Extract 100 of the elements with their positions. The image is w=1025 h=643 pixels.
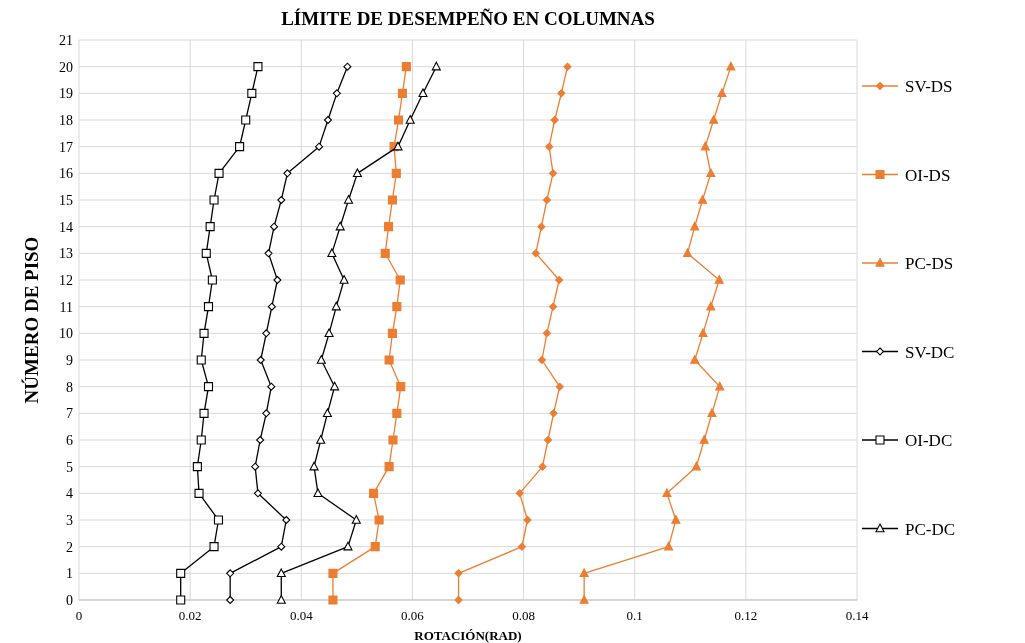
point: [214, 168, 224, 178]
chart-title: LÍMITE DE DESEMPEÑO EN COLUMNAS: [281, 8, 655, 29]
point: [315, 142, 324, 151]
point: [201, 248, 211, 258]
point: [418, 88, 428, 98]
point: [199, 328, 209, 338]
point: [537, 222, 546, 231]
x-tick-label: 0.1: [626, 608, 643, 623]
y-axis-title: NÚMERO DE PISO: [21, 236, 42, 404]
point: [523, 515, 532, 525]
y-tick-label: 4: [66, 486, 73, 502]
point: [196, 355, 206, 365]
point: [454, 569, 463, 578]
point: [241, 115, 251, 125]
point: [726, 61, 736, 71]
point: [213, 515, 224, 525]
point: [351, 515, 361, 524]
point: [192, 462, 202, 472]
y-tick-label: 20: [59, 59, 73, 75]
point: [332, 89, 341, 98]
point: [699, 435, 709, 444]
point: [277, 542, 286, 551]
y-tick-label: 9: [66, 353, 73, 368]
point: [267, 302, 276, 311]
point: [662, 488, 672, 498]
point: [328, 595, 338, 605]
point: [384, 462, 394, 472]
point: [405, 115, 415, 124]
point: [401, 62, 411, 72]
y-tick-label: 0: [66, 593, 73, 608]
point: [277, 195, 286, 205]
x-axis-title: ROTACIÓN(RAD): [414, 628, 522, 643]
point: [549, 409, 558, 418]
point: [557, 89, 566, 98]
point: [256, 355, 265, 365]
point: [388, 435, 398, 445]
y-tick-label: 18: [59, 113, 73, 128]
y-tick-label: 21: [59, 33, 73, 48]
y-tick-label: 2: [66, 539, 73, 555]
point: [196, 435, 206, 445]
point: [579, 595, 589, 604]
y-tick-label: 16: [59, 166, 73, 182]
point: [383, 222, 394, 232]
point: [548, 169, 558, 178]
point: [397, 88, 407, 98]
y-tick-label: 5: [66, 459, 73, 475]
legend-label: PC-DS: [905, 254, 954, 273]
point: [226, 569, 235, 578]
legend-label: PC-DC: [905, 519, 956, 539]
y-tick-label: 8: [66, 379, 73, 395]
point: [714, 275, 724, 284]
point: [226, 595, 235, 605]
y-tick-label: 3: [66, 513, 73, 528]
point: [267, 382, 276, 391]
x-tick-label: 0.08: [512, 608, 535, 623]
y-tick-label: 7: [66, 406, 73, 422]
point: [203, 382, 214, 392]
y-tick-label: 13: [59, 246, 73, 262]
point: [343, 62, 352, 71]
point: [542, 195, 551, 205]
point: [316, 355, 326, 364]
point: [343, 195, 354, 204]
x-tick-label: 0.04: [289, 608, 314, 623]
point: [207, 275, 217, 285]
point: [264, 249, 273, 258]
point: [706, 168, 716, 178]
point: [517, 542, 526, 551]
point: [309, 461, 319, 471]
point: [515, 489, 524, 498]
point: [391, 168, 401, 178]
point: [697, 195, 708, 204]
point: [343, 541, 353, 551]
point: [330, 381, 340, 391]
point: [387, 328, 397, 338]
y-tick-label: 10: [59, 326, 73, 342]
point: [380, 248, 390, 258]
point: [671, 515, 681, 524]
point: [270, 222, 279, 231]
point: [328, 568, 338, 578]
point: [253, 62, 263, 72]
y-tick-label: 6: [66, 433, 73, 448]
point: [709, 115, 719, 124]
point: [393, 141, 403, 151]
point: [538, 462, 547, 471]
point: [262, 409, 271, 418]
point: [531, 249, 540, 258]
point: [698, 328, 708, 338]
point: [331, 301, 341, 311]
point: [335, 221, 345, 231]
point: [339, 275, 349, 284]
y-tick-label: 12: [59, 273, 73, 288]
point: [205, 222, 215, 232]
y-tick-label: 1: [66, 566, 73, 582]
point: [579, 568, 589, 578]
point: [664, 541, 674, 551]
y-tick-label: 17: [59, 139, 73, 155]
point: [199, 408, 209, 418]
point: [209, 542, 219, 552]
point: [431, 61, 441, 71]
point: [368, 488, 379, 498]
